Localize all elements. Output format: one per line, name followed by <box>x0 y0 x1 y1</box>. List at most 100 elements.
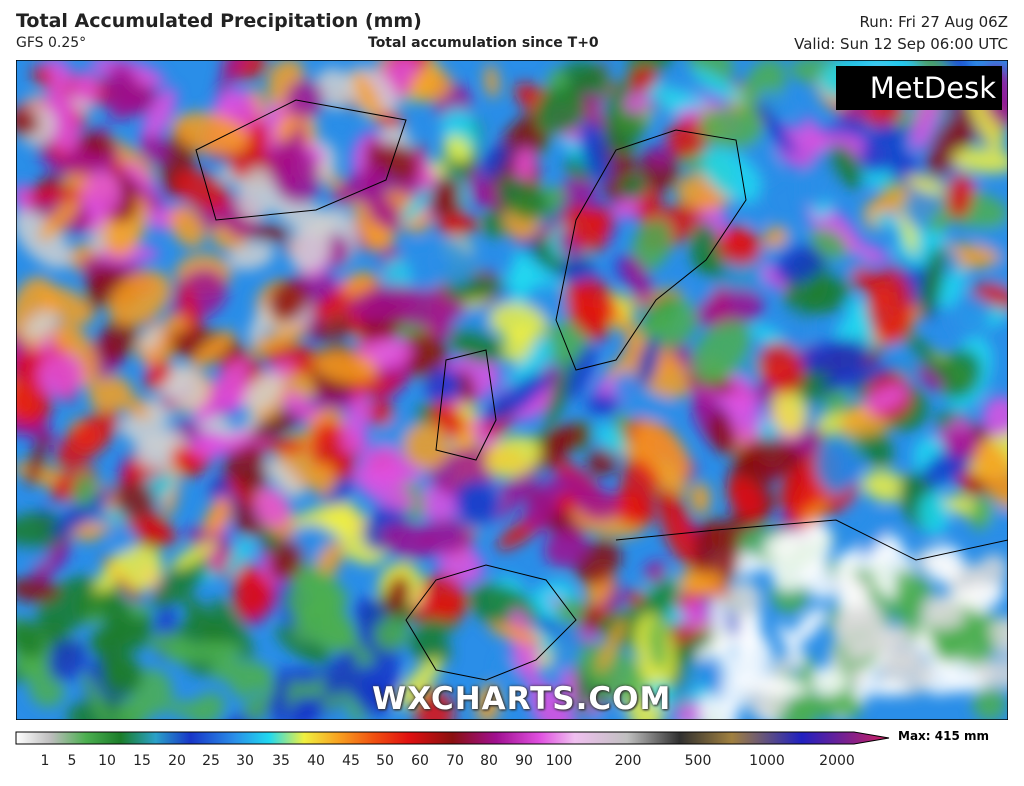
precip-blob <box>484 372 549 424</box>
precip-blob <box>763 225 788 248</box>
precip-blob <box>920 246 945 318</box>
color-bar-label: 1000 <box>749 753 785 769</box>
precip-blob <box>918 491 951 536</box>
precip-blob <box>543 423 588 451</box>
precip-blob <box>426 237 476 287</box>
precip-blob <box>586 392 619 416</box>
precip-blob <box>808 273 850 314</box>
precip-blob <box>738 631 773 675</box>
precip-blob <box>609 491 656 527</box>
max-label: Max: 415 mm <box>898 729 989 743</box>
precip-blob <box>247 120 270 164</box>
precip-blob <box>16 378 53 425</box>
precip-blob <box>342 393 370 455</box>
precip-blob <box>665 629 729 665</box>
precip-blob <box>401 187 433 224</box>
precip-blob <box>862 470 907 502</box>
precip-blob <box>829 145 864 189</box>
color-bar-label: 45 <box>342 753 360 769</box>
precip-blob <box>658 489 695 564</box>
precip-blob <box>535 87 586 134</box>
precip-blob <box>695 289 763 329</box>
precip-blob <box>576 488 620 522</box>
precip-blob <box>934 626 963 660</box>
precip-blob <box>556 492 578 514</box>
precip-blob <box>180 283 203 343</box>
precip-blob <box>894 568 923 641</box>
precip-blob <box>623 91 650 114</box>
precip-blob <box>489 303 548 342</box>
precip-blob <box>366 398 395 427</box>
precip-blob <box>82 170 122 218</box>
precip-blob <box>375 462 422 486</box>
precip-blob <box>51 487 113 538</box>
precip-blob <box>100 659 143 697</box>
precip-blob <box>480 143 511 179</box>
precip-blob <box>32 532 72 584</box>
precip-blob <box>383 257 411 294</box>
precip-blob <box>16 512 69 550</box>
precip-blob <box>32 64 52 87</box>
precip-blob <box>55 410 119 469</box>
precip-blob <box>232 569 274 619</box>
coastline <box>195 99 407 221</box>
precip-blob <box>26 432 48 488</box>
precip-blob <box>627 288 683 308</box>
precip-blob <box>275 624 332 666</box>
color-bar <box>15 731 890 745</box>
precip-blob <box>723 225 757 253</box>
precip-blob <box>224 536 254 578</box>
color-bar-label: 50 <box>376 753 394 769</box>
precip-blob <box>211 598 254 660</box>
precip-blob <box>733 438 803 479</box>
precip-blob <box>972 687 1007 720</box>
color-bar-label: 10 <box>98 753 116 769</box>
precip-blob <box>665 117 709 158</box>
precip-blob <box>113 529 138 554</box>
precip-blob <box>791 606 827 645</box>
precip-blob <box>72 472 97 508</box>
precip-blob <box>692 518 740 588</box>
precip-blob <box>41 286 94 325</box>
precip-blob <box>443 135 472 164</box>
precip-blob <box>587 446 618 477</box>
precip-blob <box>311 462 337 497</box>
precip-blob <box>701 147 762 203</box>
precip-blob <box>264 458 304 499</box>
precip-blob <box>645 680 674 707</box>
precip-blob <box>864 384 908 413</box>
precip-blob <box>169 206 206 248</box>
valid-time: Valid: Sun 12 Sep 06:00 UTC <box>794 35 1008 53</box>
precip-blob <box>24 310 58 339</box>
precip-blob <box>291 692 326 720</box>
precip-blob <box>691 319 752 384</box>
precip-blob <box>373 618 408 652</box>
precip-blob <box>38 197 81 242</box>
precip-blob <box>690 482 711 515</box>
coastline <box>435 349 497 461</box>
precip-blob <box>711 594 731 672</box>
precip-blob <box>248 666 273 690</box>
precip-blob <box>227 476 251 507</box>
precip-blob <box>227 241 275 271</box>
precip-blob <box>272 664 289 720</box>
precip-field <box>16 60 1008 720</box>
precip-blob <box>88 376 133 413</box>
precip-blob <box>684 571 725 596</box>
precip-blob <box>497 177 548 220</box>
precip-blob <box>771 387 806 436</box>
precip-blob <box>346 662 402 704</box>
precip-blob <box>835 552 856 586</box>
precip-blob <box>140 87 177 147</box>
color-bar-label: 35 <box>272 753 290 769</box>
precip-blob <box>349 285 420 323</box>
precip-blob <box>436 214 479 236</box>
precip-blob <box>189 692 225 720</box>
color-bar-label: 100 <box>545 753 573 769</box>
precip-blob <box>81 670 112 720</box>
precip-blob <box>481 210 509 238</box>
precip-blob <box>250 224 292 242</box>
precip-blob <box>605 298 652 359</box>
precip-blob <box>629 66 657 93</box>
precip-blob <box>209 653 240 681</box>
